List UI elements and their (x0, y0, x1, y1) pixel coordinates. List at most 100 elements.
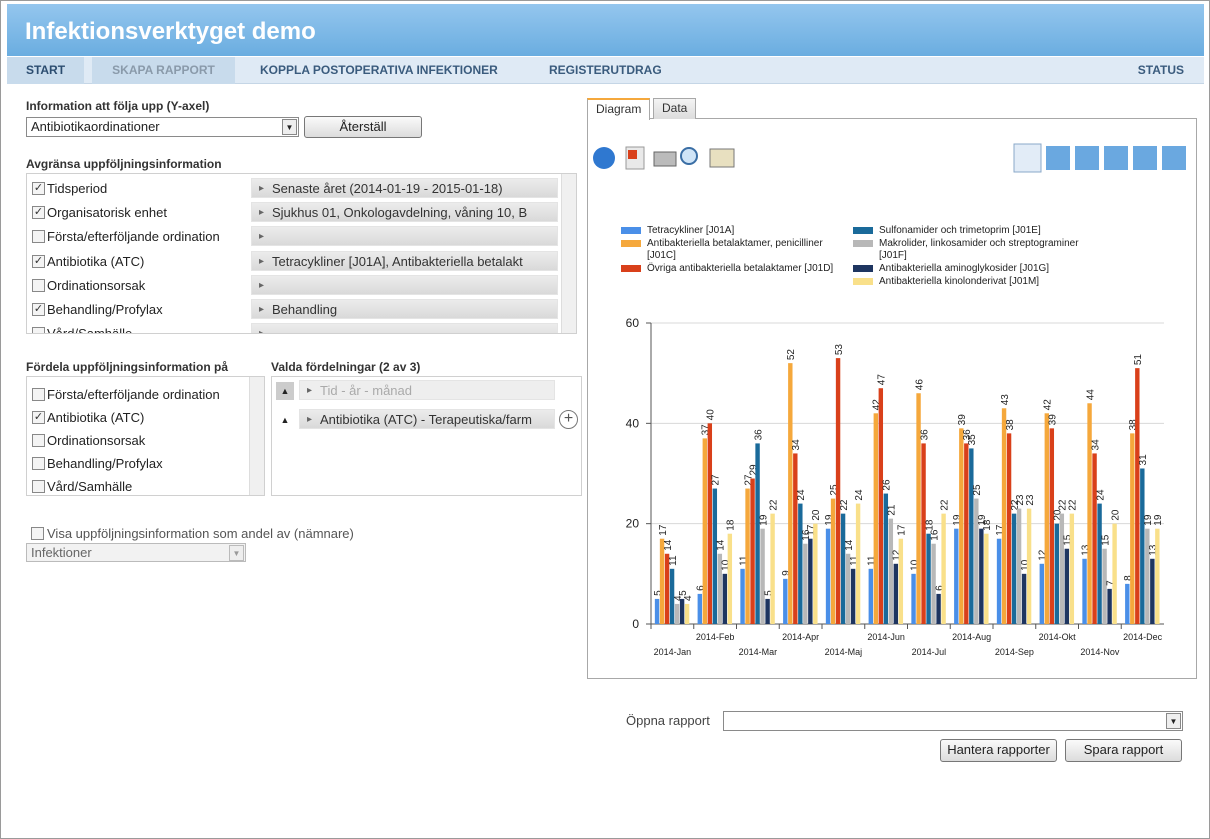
data-label: 7 (1105, 580, 1116, 586)
chosen-item[interactable]: Tid - år - månad (299, 380, 555, 400)
data-label: 4 (683, 595, 694, 601)
filter-checkbox[interactable] (32, 230, 45, 244)
legend-item[interactable]: Makrolider, linkosamider och streptogram… (853, 238, 1113, 262)
chart-type-bar[interactable] (1013, 143, 1042, 173)
bar (936, 593, 941, 624)
filter-checkbox[interactable]: ✓ (32, 303, 45, 316)
legend-swatch (621, 240, 641, 247)
filter-checkbox[interactable] (32, 278, 45, 292)
data-label: 18 (726, 519, 737, 531)
x-tick-label: 2014-Nov (1080, 647, 1120, 657)
nav-register[interactable]: REGISTERUTDRAG (549, 63, 662, 77)
bar (855, 503, 861, 624)
filter-label: Avgränsa uppföljningsinformation (26, 157, 222, 171)
tab[interactable]: Data (653, 98, 697, 119)
move-up-button: ▲ (276, 411, 294, 429)
report-button[interactable]: Spara rapport (1065, 739, 1182, 762)
bar (654, 598, 660, 624)
data-label: 22 (1010, 499, 1021, 511)
bar (1102, 548, 1107, 624)
bar (674, 603, 680, 624)
edit-icon[interactable] (709, 148, 735, 168)
filter-checkbox[interactable] (32, 327, 45, 333)
data-label: 37 (701, 424, 712, 436)
chart-type-line[interactable] (1046, 146, 1070, 170)
filter-option: Behandling/Profylax (47, 302, 163, 317)
distribute-option: Första/efterföljande ordination (47, 387, 220, 402)
filter-selection[interactable] (251, 323, 558, 333)
print-icon[interactable] (653, 151, 677, 167)
yaxis-select[interactable]: Antibiotikaordinationer ▼ (26, 117, 299, 137)
app-title: Infektionsverktyget demo (7, 4, 1204, 56)
bar (1150, 558, 1155, 624)
x-tick-label: 2014-Feb (696, 632, 735, 642)
legend-item[interactable]: Antibakteriella kinolonderivat [J01M] (853, 276, 1113, 288)
bar (984, 533, 989, 624)
chart-type-pie[interactable] (1104, 146, 1128, 170)
nav-skapa[interactable]: SKAPA RAPPORT (92, 57, 235, 84)
legend-item[interactable]: Tetracykliner [J01A] (621, 225, 853, 237)
distribute-checkbox[interactable] (32, 388, 45, 401)
filter-checkbox[interactable]: ✓ (32, 182, 45, 195)
legend-label: Sulfonamider och trimetoprim [J01E] (879, 225, 1041, 236)
filter-selection[interactable]: Behandling (251, 299, 558, 319)
legend-item[interactable]: Sulfonamider och trimetoprim [J01E] (853, 225, 1113, 237)
chart-type-percent[interactable] (1162, 146, 1186, 170)
data-label: 15 (1063, 534, 1074, 546)
filter-selection[interactable] (251, 226, 558, 247)
report-button[interactable]: Hantera rapporter (940, 739, 1057, 762)
denominator-select[interactable]: Infektioner ▼ (26, 543, 246, 562)
distribute-checkbox[interactable]: ✓ (32, 411, 45, 424)
bar (1006, 433, 1012, 624)
bar (883, 493, 889, 624)
dropdown-arrow: ▼ (282, 119, 297, 135)
bar (1112, 523, 1117, 624)
bar (669, 568, 675, 624)
legend-label: Antibakteriella betalaktamer, penicillin… (647, 238, 823, 261)
data-label: 24 (796, 489, 807, 501)
bar (1001, 408, 1007, 624)
bar (803, 543, 808, 624)
denominator-checkbox[interactable] (31, 527, 44, 540)
filter-selection[interactable]: Senaste året (2014-01-19 - 2015-01-18) (251, 178, 558, 198)
legend-item[interactable]: Övriga antibakteriella betalaktamer [J01… (621, 263, 853, 275)
nav-status[interactable]: STATUS (1137, 63, 1184, 77)
filter-checkbox[interactable]: ✓ (32, 206, 45, 220)
distribute-checkbox[interactable] (32, 457, 45, 470)
bar (1140, 468, 1145, 624)
bar (931, 543, 936, 624)
reset-button[interactable]: Återställ (304, 116, 422, 138)
report-select[interactable]: ▼ (723, 711, 1183, 731)
bar (996, 538, 1002, 624)
chart-type-area[interactable] (1075, 146, 1099, 170)
data-label: 25 (829, 484, 840, 496)
info-icon[interactable] (593, 147, 615, 169)
bar (765, 598, 770, 624)
legend-item[interactable]: Antibakteriella betalaktamer, penicillin… (621, 238, 853, 262)
filter-selection[interactable]: Sjukhus 01, Onkologavdelning, våning 10,… (251, 202, 558, 223)
tab[interactable]: Diagram (587, 98, 651, 120)
chosen-item[interactable]: Antibiotika (ATC) - Terapeutiska/farm (299, 409, 555, 429)
zoom-icon[interactable] (680, 147, 698, 165)
distribute-checkbox[interactable] (32, 434, 45, 447)
data-label: 34 (791, 439, 802, 451)
bar (969, 448, 974, 624)
chart-type-stacked[interactable] (1133, 146, 1157, 170)
data-label: 10 (1020, 559, 1031, 571)
data-label: 15 (1100, 534, 1111, 546)
filter-selection[interactable]: Tetracykliner [J01A], Antibakteriella be… (251, 250, 558, 271)
legend-swatch (853, 278, 873, 285)
filter-option: Tidsperiod (47, 181, 108, 196)
data-label: 52 (786, 349, 797, 361)
nav-start[interactable]: START (7, 57, 84, 84)
nav-koppla[interactable]: KOPPLA POSTOPERATIVA INFEKTIONER (260, 63, 498, 77)
filter-checkbox[interactable]: ✓ (32, 254, 45, 268)
data-label: 12 (1038, 549, 1049, 561)
distribute-checkbox[interactable] (32, 480, 45, 493)
add-button: + (559, 410, 578, 429)
filter-selection[interactable] (251, 274, 558, 295)
legend-item[interactable]: Antibakteriella aminoglykosider [J01G] (853, 263, 1113, 275)
data-label: 19 (977, 514, 988, 526)
data-label: 36 (919, 429, 930, 441)
bar (941, 513, 946, 624)
